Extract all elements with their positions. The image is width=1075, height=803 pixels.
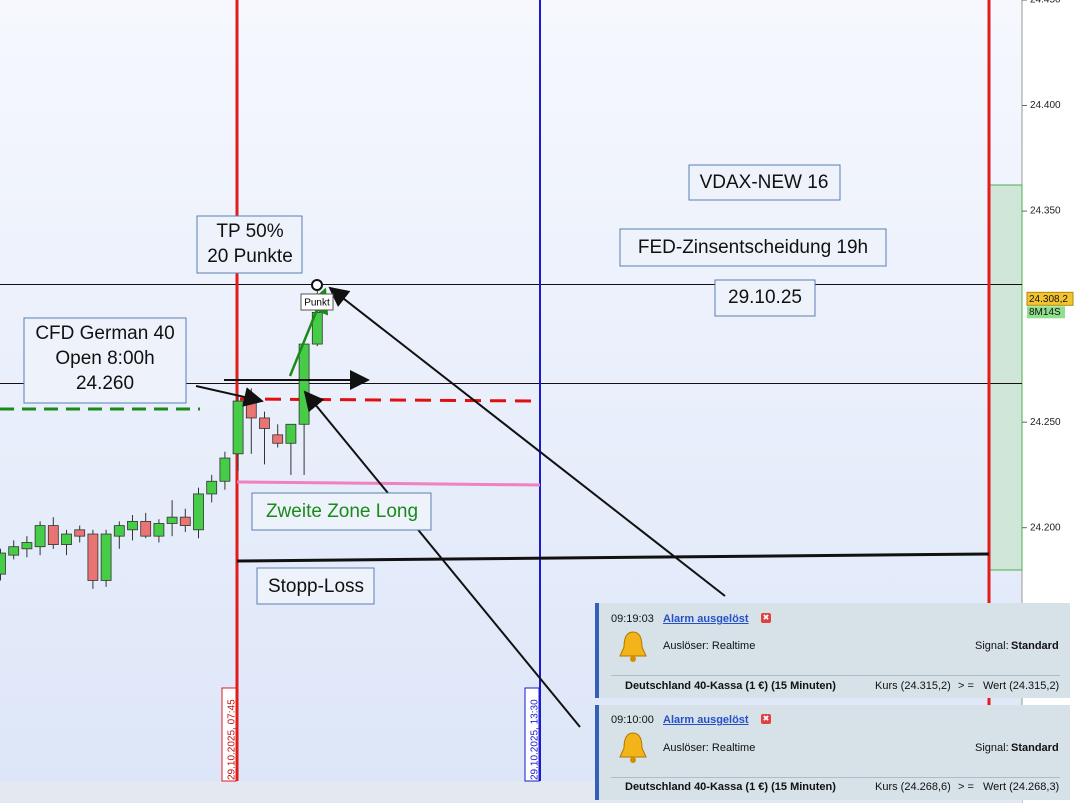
candle-body: [34, 525, 46, 548]
alarm-time: 09:19:03: [611, 613, 654, 625]
candle-body: [232, 400, 244, 455]
alarm-value: Wert (24.315,2): [983, 680, 1060, 692]
alarm-value: Wert (24.268,3): [983, 781, 1060, 793]
alarm-trigger: Auslöser: Realtime: [663, 640, 756, 652]
y-tick-label: 24.200: [1030, 522, 1061, 533]
annotation-box: [196, 215, 303, 274]
alarm-title[interactable]: Alarm ausgelöst: [663, 613, 749, 625]
annotation-text: TP 50%: [216, 221, 283, 242]
candle-body: [166, 516, 178, 524]
alarm-price: Kurs (24.268,6): [875, 781, 951, 793]
annotation-text: Open 8:00h: [55, 348, 154, 369]
candle-body: [298, 343, 310, 425]
annotation-text: 24.260: [76, 373, 134, 394]
alarm-instrument: Deutschland 40-Kassa (1 €) (15 Minuten): [625, 781, 836, 793]
zone-rect: [989, 184, 1023, 571]
candle-body: [179, 516, 191, 526]
countdown-tag: [1027, 306, 1065, 319]
annotation-box: [688, 164, 841, 201]
candle-body: [272, 434, 284, 444]
candle-body: [21, 542, 33, 550]
alarm-operator: > =: [958, 680, 974, 692]
point-marker: [311, 279, 323, 291]
alarm-signal-label: Signal:: [975, 640, 1009, 652]
price-tag-label: 24.308,2: [1029, 294, 1068, 305]
annotation-box: [256, 567, 375, 605]
y-axis: 24.200 24.250 24.350 24.400 24.450 24.308,2 8M…: [1022, 0, 1074, 533]
candle-body: [259, 417, 270, 429]
alarm-signal: Standard: [1011, 742, 1059, 754]
alarm-time: 09:10:00: [611, 714, 654, 726]
candle-body: [245, 400, 257, 419]
x-label-box: [221, 687, 237, 782]
candle-body: [8, 546, 20, 556]
alarm-operator: > =: [958, 781, 974, 793]
y-tick-label: 24.250: [1030, 417, 1061, 428]
countdown-label: 8M14S: [1029, 307, 1061, 318]
candle-body: [285, 423, 297, 444]
stop-loss-line: [236, 552, 990, 563]
bell-icon: [619, 631, 647, 662]
candle-body: [0, 552, 6, 575]
arrow: [195, 385, 264, 407]
candle-body: [87, 533, 99, 581]
arrow: [328, 286, 726, 597]
x-tick-label: 29.10.2025, 13:30: [530, 699, 541, 780]
point-box: [300, 293, 334, 311]
alarm-price: Kurs (24.315,2): [875, 680, 951, 692]
candle-body: [219, 457, 231, 482]
y-tick-label: 24.350: [1030, 206, 1061, 217]
alarm-card: 09:19:03 Alarm ausgelöst ✖ Auslöser: Rea…: [595, 603, 1070, 698]
annotation-text: 20 Punkte: [207, 246, 293, 267]
bell-icon: [619, 732, 647, 763]
candle-body: [193, 493, 204, 531]
separator: [611, 777, 1060, 778]
candle-body: [127, 520, 138, 531]
alarm-title[interactable]: Alarm ausgelöst: [663, 714, 749, 726]
y-tick-label: 24.450: [1030, 0, 1061, 6]
candle-body: [47, 525, 59, 545]
candle-body: [61, 533, 72, 545]
y-tick-label: 24.400: [1030, 100, 1061, 111]
candle-body: [140, 520, 152, 537]
annotation-text: VDAX-NEW 16: [700, 172, 829, 193]
annotation-box: [619, 228, 887, 267]
x-label-box: [524, 687, 540, 782]
x-tick-label: 29.10.2025, 07:45: [227, 699, 238, 780]
alarm-instrument: Deutschland 40-Kassa (1 €) (15 Minuten): [625, 680, 836, 692]
alarm-close[interactable]: ✖: [761, 613, 771, 623]
alarm-close[interactable]: ✖: [761, 714, 771, 724]
candle-body: [206, 480, 218, 495]
arrow: [303, 390, 581, 728]
annotation-text: CFD German 40: [35, 323, 174, 344]
candle-body: [153, 523, 165, 537]
alarm-trigger: Auslöser: Realtime: [663, 742, 756, 754]
annotation-box: [714, 279, 816, 317]
annotation-box: [23, 317, 187, 404]
candles: [0, 287, 323, 589]
annotation-text: FED-Zinsentscheidung 19h: [638, 237, 868, 258]
price-tag: [1026, 291, 1074, 306]
separator: [611, 675, 1060, 676]
alarm-signal: Standard: [1011, 640, 1059, 652]
annotation-text: Zweite Zone Long: [266, 501, 418, 522]
alarm-card: 09:10:00 Alarm ausgelöst ✖ Auslöser: Rea…: [595, 705, 1070, 800]
candle-body: [100, 533, 112, 581]
annotation-text: Stopp-Loss: [268, 576, 364, 597]
annotation-box: [251, 492, 432, 531]
candle-body: [113, 525, 125, 537]
candle-body: [74, 529, 86, 537]
annotation-text: 29.10.25: [728, 287, 802, 308]
zone-line: [236, 480, 541, 487]
point-label: Punkt: [304, 298, 330, 309]
alarm-signal-label: Signal:: [975, 742, 1009, 754]
